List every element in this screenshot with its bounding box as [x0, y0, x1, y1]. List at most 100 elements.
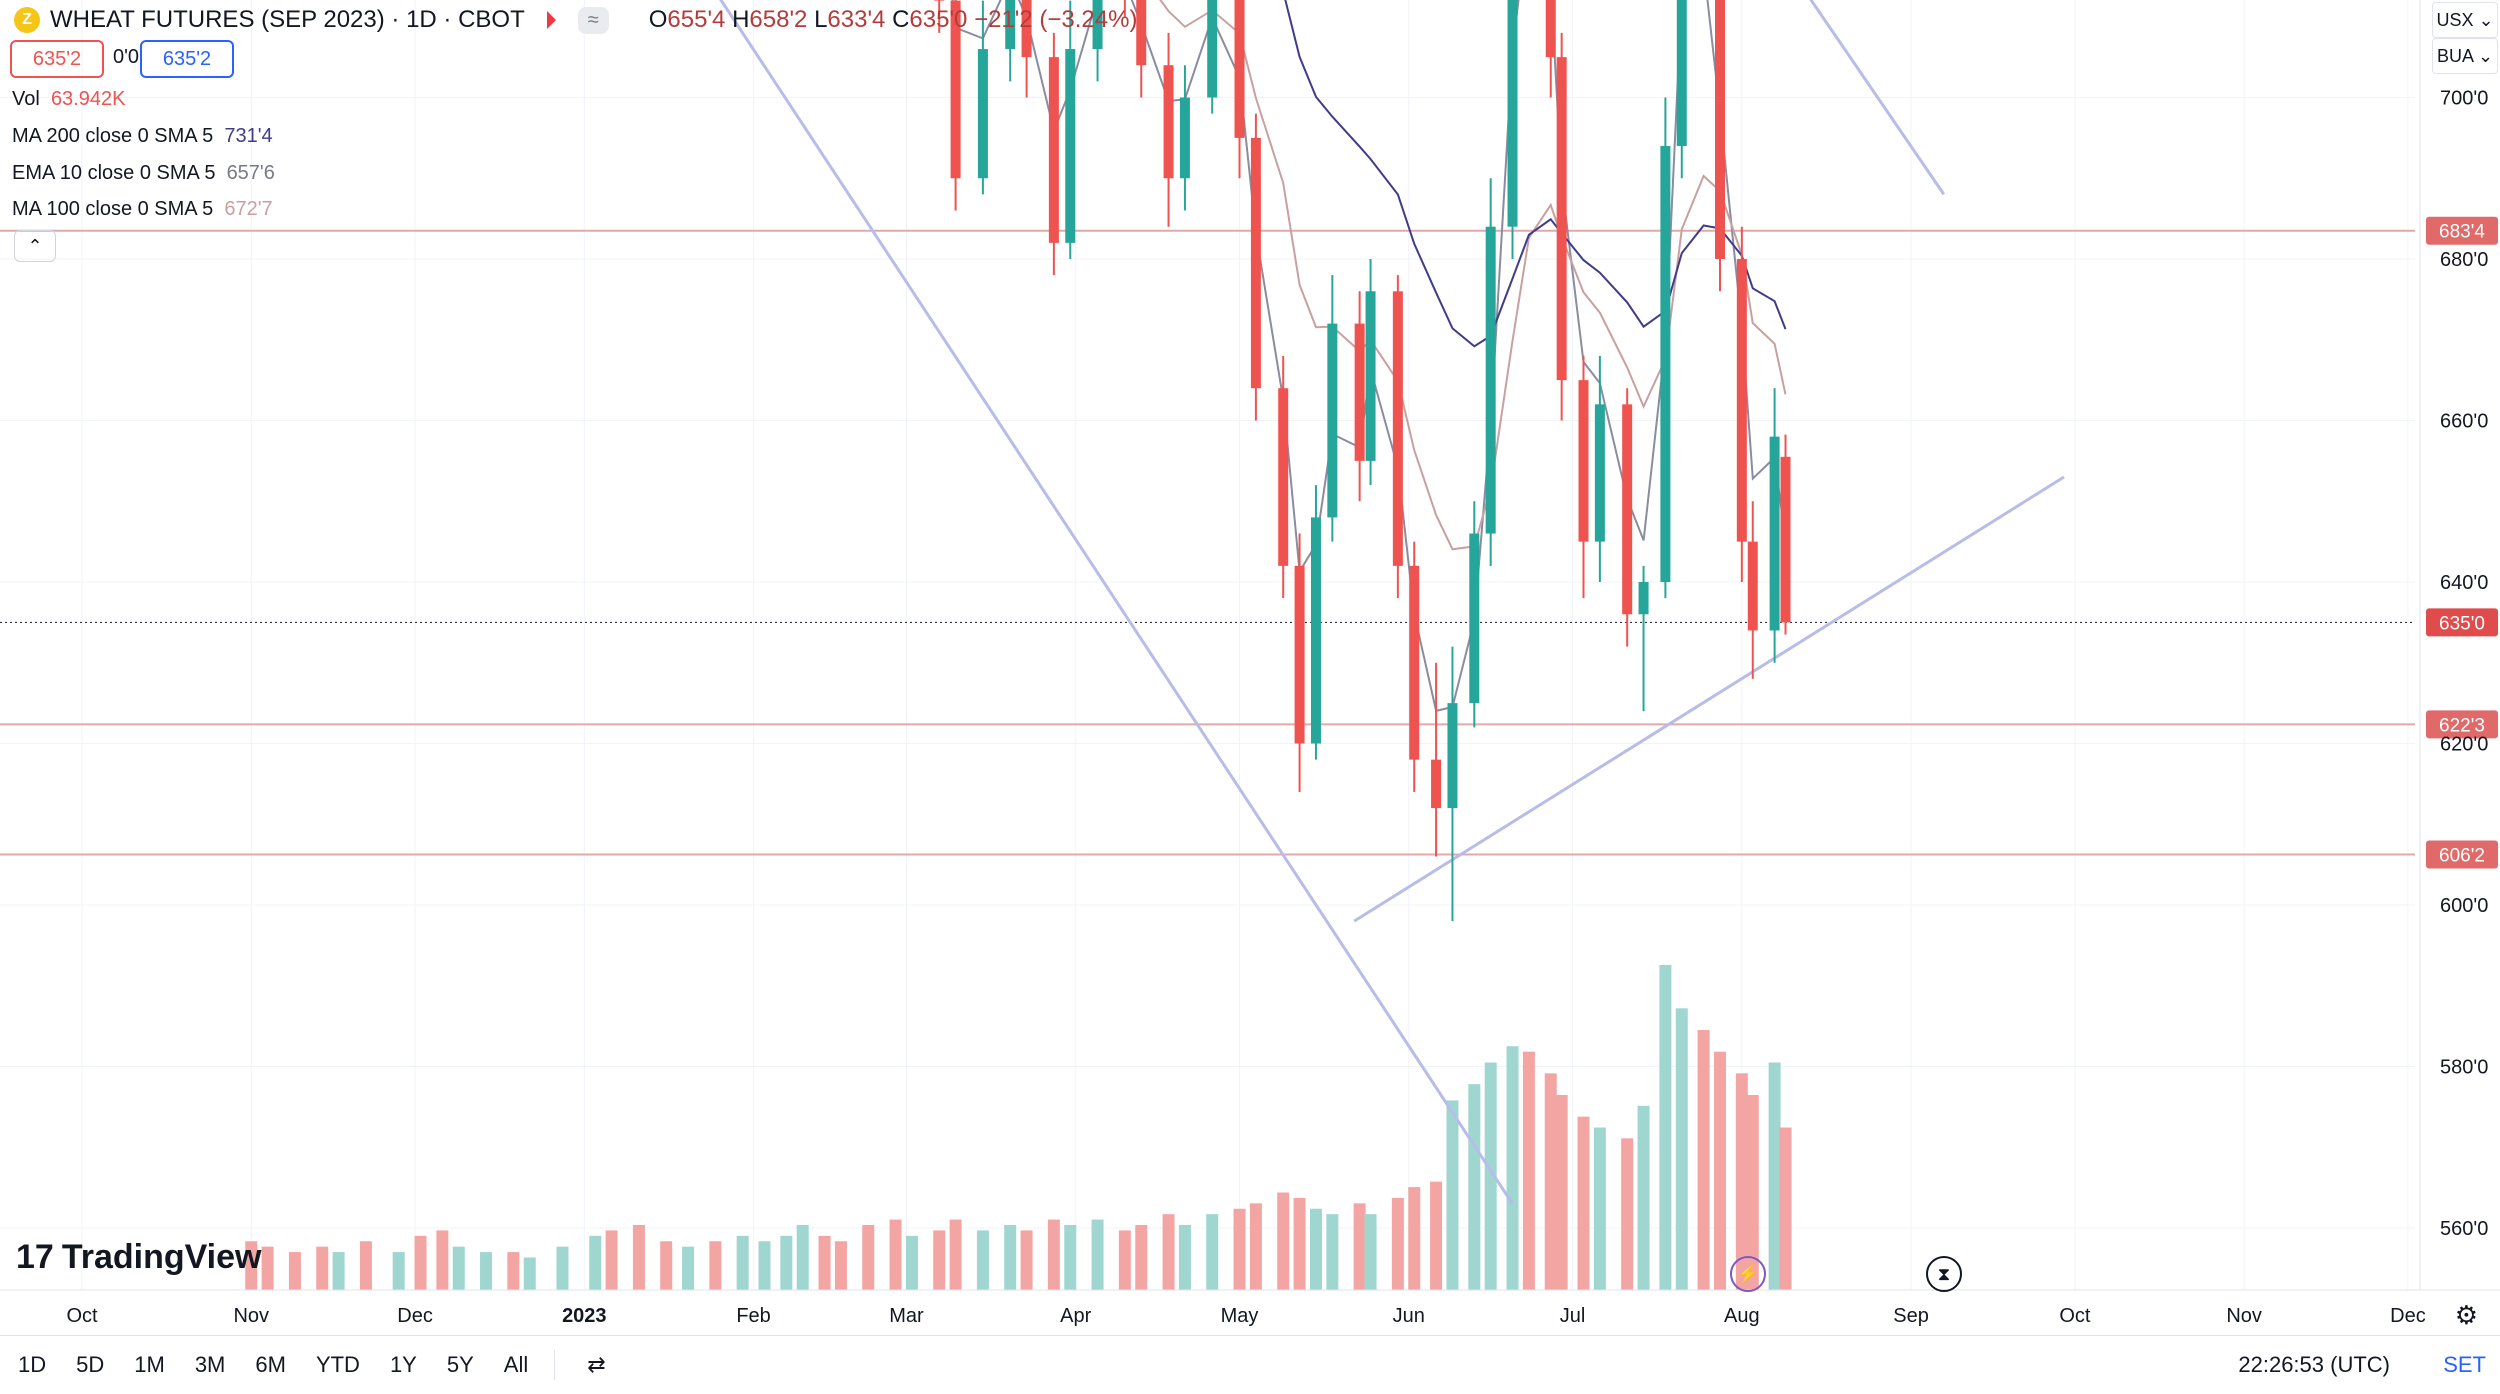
- candle: [1660, 97, 1671, 599]
- volume-bar: [834, 1241, 847, 1290]
- candle: [977, 0, 988, 195]
- utc-clock[interactable]: 22:26:53 (UTC): [2238, 1352, 2390, 1377]
- tradingview-logo: 17 TradingView: [16, 1238, 261, 1277]
- legend-volume[interactable]: Vol 63.942K: [12, 88, 126, 110]
- range-1m[interactable]: 1M: [134, 1352, 165, 1377]
- range-all[interactable]: All: [503, 1352, 529, 1377]
- candle: [1715, 0, 1725, 292]
- hourglass-icon[interactable]: ⧗: [1926, 1256, 1962, 1292]
- range-5y[interactable]: 5Y: [446, 1352, 474, 1377]
- range-3m[interactable]: 3M: [194, 1352, 226, 1377]
- candle: [1278, 355, 1289, 599]
- x-tick-label: Feb: [736, 1305, 770, 1327]
- candle: [1005, 0, 1016, 82]
- volume-bar: [1714, 1051, 1726, 1290]
- volume-bar: [261, 1246, 274, 1290]
- gear-icon[interactable]: ⚙: [2454, 1300, 2478, 1330]
- volume-bar: [796, 1225, 809, 1290]
- symbol-title[interactable]: WHEAT FUTURES (SEP 2023) · 1D · CBOT: [50, 6, 525, 33]
- y-tick-label: 700'0: [2440, 88, 2488, 110]
- candle-body: [1327, 323, 1338, 518]
- x-tick-label: Sep: [1893, 1305, 1929, 1327]
- candle: [950, 0, 961, 211]
- flag-icon[interactable]: [546, 11, 556, 29]
- x-tick-label: Nov: [2226, 1305, 2262, 1327]
- volume-bar: [392, 1252, 405, 1290]
- volume-bar: [1004, 1225, 1017, 1290]
- candle-body: [1715, 0, 1725, 259]
- candle-body: [1736, 259, 1747, 542]
- volume-bar: [507, 1252, 520, 1290]
- volume-bar: [436, 1230, 449, 1290]
- candle: [1747, 501, 1758, 679]
- volume-bar: [1064, 1225, 1077, 1290]
- candle-body: [1065, 49, 1076, 243]
- legend-ma100[interactable]: MA 100 close 0 SMA 5 672'7: [12, 198, 273, 220]
- volume-bar: [245, 1241, 258, 1290]
- price-tag: [2426, 710, 2498, 739]
- price-tag: [2426, 840, 2498, 869]
- volume-bar: [1735, 1073, 1748, 1290]
- session-toggle[interactable]: SET: [2443, 1352, 2486, 1377]
- y-tick-label: 620'0: [2440, 734, 2488, 756]
- lightning-icon[interactable]: ⚡: [1730, 1256, 1766, 1292]
- candle-body: [977, 49, 988, 179]
- legend-collapse-button[interactable]: ⌃: [14, 230, 56, 262]
- candle: [1392, 275, 1403, 599]
- unit-selector[interactable]: BUA ⌄: [2432, 38, 2498, 74]
- price-tag-label: 622'3: [2439, 715, 2485, 736]
- volume-bar: [976, 1230, 989, 1290]
- candle-body: [1545, 0, 1556, 58]
- volume-bar: [452, 1246, 465, 1290]
- range-5d[interactable]: 5D: [76, 1352, 105, 1377]
- candle-body: [1409, 565, 1420, 760]
- ema10-line: [951, 0, 1787, 713]
- volume-bar: [949, 1219, 962, 1290]
- volume-bar: [1779, 1127, 1792, 1290]
- candle: [1136, 0, 1147, 98]
- y-tick-label: 600'0: [2440, 895, 2488, 917]
- volume-bar: [1637, 1105, 1650, 1290]
- candle: [1327, 275, 1338, 542]
- range-1d[interactable]: 1D: [18, 1352, 47, 1377]
- x-tick-label: Apr: [1060, 1305, 1091, 1327]
- volume-bar: [1178, 1225, 1191, 1290]
- candle: [1676, 0, 1687, 179]
- candle-body: [1294, 565, 1305, 744]
- compare-range-icon[interactable]: ⇄: [587, 1352, 606, 1377]
- volume-bar: [1293, 1197, 1306, 1290]
- range-6m[interactable]: 6M: [255, 1352, 286, 1377]
- price-tag-label: 683'4: [2439, 222, 2485, 243]
- indicator-toggle[interactable]: ≈: [577, 6, 609, 34]
- volume-bar: [1326, 1214, 1339, 1290]
- range-ytd[interactable]: YTD: [315, 1352, 360, 1377]
- range-1y[interactable]: 1Y: [389, 1352, 417, 1377]
- legend-ema10[interactable]: EMA 10 close 0 SMA 5 657'6: [12, 162, 275, 184]
- candle: [1021, 0, 1032, 98]
- volume-bar: [332, 1252, 345, 1290]
- volume-bar: [1047, 1219, 1060, 1290]
- sell-price-box[interactable]: 635'2: [10, 40, 104, 78]
- volume-bar: [780, 1235, 793, 1290]
- candle: [1594, 355, 1605, 582]
- x-tick-label: 2023: [562, 1305, 607, 1327]
- volume-bar: [862, 1225, 875, 1290]
- candle-body: [1392, 291, 1403, 566]
- volume-bar: [1446, 1100, 1459, 1290]
- candle: [1545, 0, 1556, 98]
- x-tick-label: Nov: [233, 1305, 269, 1327]
- candle: [1578, 355, 1589, 599]
- y-tick-label: 640'0: [2440, 572, 2488, 594]
- volume-bar: [1506, 1046, 1519, 1290]
- candle-body: [1250, 137, 1261, 389]
- candle: [1469, 501, 1480, 728]
- buy-price-box[interactable]: 635'2: [140, 40, 234, 78]
- candle: [1638, 565, 1649, 712]
- volume-bar: [1353, 1203, 1366, 1290]
- candle: [1622, 388, 1633, 647]
- currency-selector[interactable]: USX ⌄: [2432, 2, 2498, 38]
- volume-bar: [1391, 1197, 1404, 1290]
- candle: [1365, 259, 1376, 486]
- legend-ma200[interactable]: MA 200 close 0 SMA 5 731'4: [12, 125, 273, 147]
